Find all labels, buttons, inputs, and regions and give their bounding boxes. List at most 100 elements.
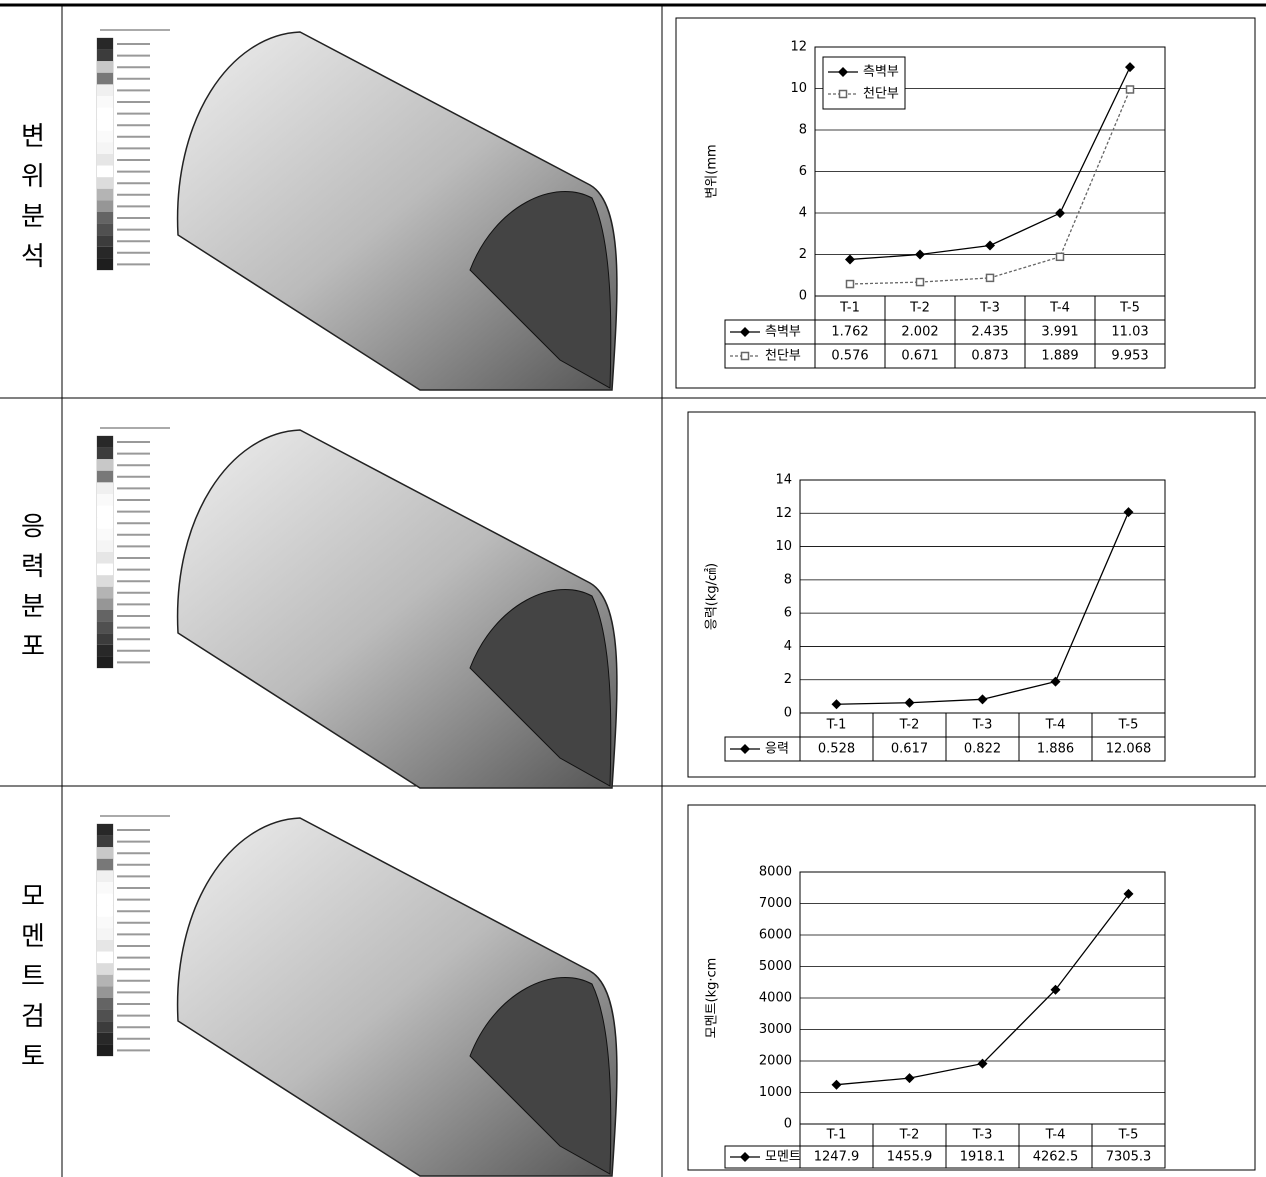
contour-swatch xyxy=(97,656,113,668)
value-label: 1455.9 xyxy=(887,1150,933,1165)
value-label: 1247.9 xyxy=(814,1150,860,1165)
value-label: 1.889 xyxy=(1041,349,1078,364)
contour-swatch xyxy=(97,564,113,576)
value-label: 7305.3 xyxy=(1106,1150,1152,1165)
legend-label: 측벽부 xyxy=(863,65,899,80)
contour-swatch xyxy=(97,96,113,108)
row-label: 응력분포 xyxy=(0,398,62,786)
y-tick-label: 3000 xyxy=(759,1022,792,1037)
y-tick-label: 14 xyxy=(775,473,792,488)
legend-label: 천단부 xyxy=(863,87,899,102)
contour-swatch xyxy=(97,189,113,201)
chart-frame xyxy=(688,805,1255,1170)
y-tick-label: 5000 xyxy=(759,959,792,974)
marker xyxy=(978,694,988,704)
contour-swatch xyxy=(97,1033,113,1045)
marker xyxy=(742,353,749,360)
contour-swatch xyxy=(97,552,113,564)
marker xyxy=(985,240,995,250)
contour-swatch xyxy=(97,928,113,940)
contour-swatch xyxy=(97,575,113,587)
value-label: 11.03 xyxy=(1111,325,1148,340)
contour-swatch xyxy=(97,610,113,622)
y-tick-label: 2 xyxy=(799,247,807,262)
y-tick-label: 4 xyxy=(784,639,792,654)
marker xyxy=(740,744,750,754)
y-axis-label: 모멘트(kg·cm xyxy=(705,958,720,1039)
value-label: 2.435 xyxy=(971,325,1008,340)
value-label: 0.822 xyxy=(964,742,1001,757)
y-tick-label: 10 xyxy=(790,81,807,96)
contour-swatch xyxy=(97,119,113,131)
contour-swatch xyxy=(97,235,113,247)
contour-swatch xyxy=(97,448,113,460)
category-label: T-3 xyxy=(972,718,993,733)
value-label: 3.991 xyxy=(1041,325,1078,340)
chart-frame xyxy=(676,18,1255,388)
contour-swatch xyxy=(97,894,113,906)
contour-swatch xyxy=(97,859,113,871)
category-label: T-1 xyxy=(839,301,860,316)
contour-swatch xyxy=(97,870,113,882)
category-label: T-4 xyxy=(1049,301,1070,316)
row-label: 모멘트검토 xyxy=(0,786,62,1177)
value-label: 9.953 xyxy=(1111,349,1148,364)
marker xyxy=(1124,507,1134,517)
category-label: T-4 xyxy=(1045,718,1066,733)
contour-swatch xyxy=(97,975,113,987)
row-label: 변위분석 xyxy=(0,5,62,398)
y-tick-label: 2000 xyxy=(759,1054,792,1069)
series-line xyxy=(837,894,1129,1085)
y-tick-label: 4000 xyxy=(759,991,792,1006)
y-tick-label: 2 xyxy=(784,672,792,687)
value-label: 0.576 xyxy=(831,349,868,364)
value-label: 4262.5 xyxy=(1033,1150,1079,1165)
contour-swatch xyxy=(97,517,113,529)
category-label: T-3 xyxy=(972,1128,993,1143)
y-axis-label: 응력(kg/㎠) xyxy=(705,563,720,630)
y-tick-label: 6 xyxy=(799,164,807,179)
contour-swatch xyxy=(97,847,113,859)
contour-swatch xyxy=(97,166,113,178)
legend-label: 모멘트 xyxy=(765,1150,801,1165)
category-label: T-5 xyxy=(1119,301,1140,316)
marker xyxy=(905,1073,915,1083)
contour-swatch xyxy=(97,38,113,50)
contour-swatch xyxy=(97,905,113,917)
y-tick-label: 12 xyxy=(775,506,792,521)
chart-frame xyxy=(688,412,1255,777)
category-label: T-2 xyxy=(899,718,920,733)
contour-swatch xyxy=(97,200,113,212)
value-label: 1.886 xyxy=(1037,742,1074,757)
marker xyxy=(905,698,915,708)
category-label: T-2 xyxy=(899,1128,920,1143)
y-tick-label: 6000 xyxy=(759,928,792,943)
marker xyxy=(1124,889,1134,899)
contour-swatch xyxy=(97,471,113,483)
contour-swatch xyxy=(97,142,113,154)
y-tick-label: 0 xyxy=(799,289,807,304)
marker xyxy=(1125,62,1135,72)
category-label: T-1 xyxy=(826,718,847,733)
value-label: 0.873 xyxy=(971,349,1008,364)
contour-swatch xyxy=(97,940,113,952)
category-label: T-5 xyxy=(1118,1128,1139,1143)
y-tick-label: 1000 xyxy=(759,1085,792,1100)
y-tick-label: 8000 xyxy=(759,865,792,880)
contour-swatch xyxy=(97,212,113,224)
value-label: 12.068 xyxy=(1106,742,1152,757)
marker xyxy=(915,249,925,259)
contour-swatch xyxy=(97,587,113,599)
y-tick-label: 4 xyxy=(799,206,807,221)
value-label: 1918.1 xyxy=(960,1150,1006,1165)
contour-swatch xyxy=(97,1044,113,1056)
legend-label: 측벽부 xyxy=(765,325,801,340)
contour-swatch xyxy=(97,622,113,634)
contour-swatch xyxy=(97,963,113,975)
document: 024681012변위(mmT-1T-2T-3T-4T-5측벽부1.7622.0… xyxy=(0,0,1266,1177)
y-tick-label: 7000 xyxy=(759,896,792,911)
contour-swatch xyxy=(97,1010,113,1022)
contour-swatch xyxy=(97,998,113,1010)
contour-swatch xyxy=(97,131,113,143)
marker xyxy=(840,91,847,98)
